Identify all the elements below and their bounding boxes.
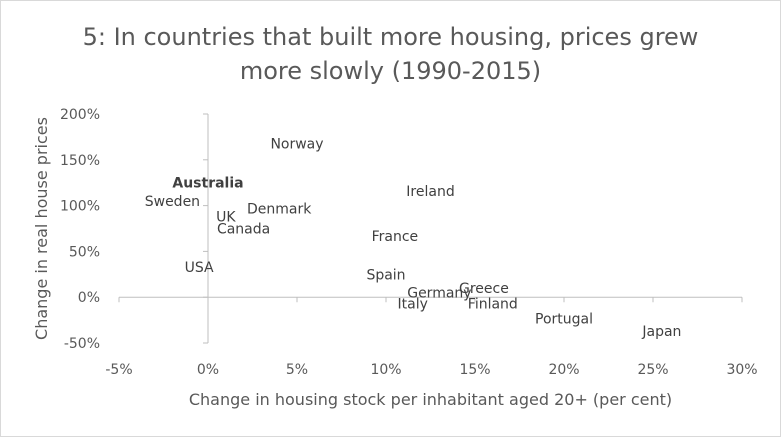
data-point-label: Finland (468, 297, 518, 313)
chart-title-line-1: 5: In countries that built more housing,… (82, 23, 699, 51)
data-point-label: UK (216, 210, 236, 226)
x-tick-label: 0% (197, 362, 219, 378)
y-tick-label: -50% (64, 336, 100, 352)
data-point-label: Portugal (535, 311, 593, 327)
data-point-label: Greece (459, 281, 509, 297)
data-point-label: Canada (217, 222, 270, 238)
y-tick-label: 50% (69, 244, 100, 260)
data-point-label: France (372, 229, 419, 245)
x-axis-label: Change in housing stock per inhabitant a… (189, 390, 672, 409)
x-tick-label: 20% (548, 362, 579, 378)
data-point-label: Italy (398, 297, 428, 313)
x-tick-label: 30% (726, 362, 757, 378)
y-axis: -50% 0% 50% 100% 150% 200% (60, 107, 209, 352)
x-tick-label: 10% (370, 362, 401, 378)
x-tick-label: 15% (459, 362, 490, 378)
y-axis-label: Change in real house prices (32, 117, 51, 340)
x-axis: -5% 0% 5% 10% 15% 20% 25% 30% (105, 296, 758, 378)
x-tick-label: -5% (105, 362, 132, 378)
data-point-label: Germany (407, 286, 471, 302)
data-point-label: Ireland (406, 184, 454, 200)
data-point-label: Spain (366, 267, 405, 283)
data-point-label: USA (185, 260, 214, 276)
data-point-label: Sweden (145, 194, 200, 210)
y-tick-label: 0% (78, 290, 100, 306)
x-tick-label: 25% (637, 362, 668, 378)
data-point-label: Denmark (247, 201, 312, 217)
y-tick-label: 200% (60, 107, 100, 123)
chart-title-line-2: more slowly (1990-2015) (239, 57, 542, 85)
data-point-label: Norway (270, 136, 323, 152)
chart-title: 5: In countries that built more housing,… (0, 20, 781, 88)
y-tick-label: 100% (60, 199, 100, 215)
data-point-label: Japan (641, 324, 681, 340)
data-point-label: Australia (172, 176, 243, 192)
y-tick-label: 150% (60, 153, 100, 169)
x-tick-label: 5% (286, 362, 308, 378)
